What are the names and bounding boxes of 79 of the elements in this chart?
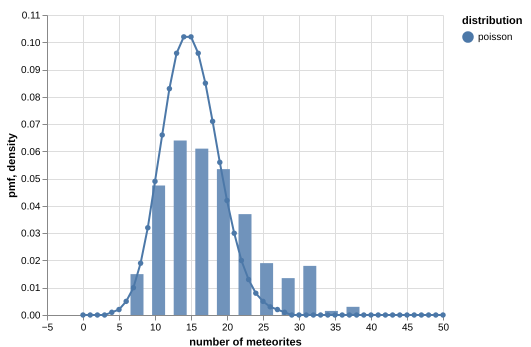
point [339, 312, 345, 318]
y-tick-label: 0.08 [21, 92, 41, 104]
point [210, 118, 216, 124]
point [202, 80, 208, 86]
y-tick-label: 0.09 [21, 65, 41, 76]
y-tick-label: 0.03 [21, 228, 41, 240]
point [318, 312, 324, 318]
point [123, 298, 129, 304]
y-tick-label: 0.11 [22, 10, 41, 22]
x-tick-label: 10 [150, 322, 162, 334]
point [102, 312, 108, 318]
point [195, 50, 201, 56]
point [238, 258, 244, 264]
point [332, 312, 338, 318]
point [375, 312, 381, 318]
point [109, 310, 115, 316]
point [282, 310, 288, 316]
y-tick-label: 0.00 [21, 310, 41, 322]
x-axis-title: number of meteorites [189, 336, 302, 347]
point [80, 312, 86, 318]
point [426, 312, 432, 318]
point [274, 306, 280, 312]
point [166, 86, 172, 92]
point [231, 230, 237, 236]
y-tick-label: 0.05 [21, 174, 41, 186]
point [181, 34, 187, 40]
point [217, 160, 223, 166]
x-tick-label: 40 [366, 322, 378, 334]
y-axis-title: pmf, density [6, 132, 18, 198]
x-tick-label: 5 [116, 322, 123, 334]
y-tick-label: 0.07 [21, 120, 41, 131]
point [397, 312, 403, 318]
point [346, 312, 352, 318]
x-tick-label: 35 [330, 322, 342, 334]
legend-title: distribution [462, 15, 523, 27]
point [188, 34, 194, 40]
point [224, 198, 230, 204]
x-tick-label: 20 [222, 322, 234, 334]
point [433, 312, 439, 318]
y-tick-label: 0.04 [21, 201, 41, 212]
point [296, 312, 302, 318]
point [267, 304, 273, 310]
point [404, 312, 410, 318]
point [145, 224, 151, 230]
point [440, 312, 446, 318]
point [411, 312, 417, 318]
point [382, 312, 388, 318]
point [94, 312, 100, 318]
point [390, 312, 396, 318]
point [138, 260, 144, 266]
y-tick-label: 0.10 [21, 38, 41, 49]
x-tick-label: −5 [42, 322, 54, 334]
point [116, 306, 122, 312]
point [87, 312, 93, 318]
point [253, 290, 259, 296]
legend-label: poisson [478, 32, 512, 43]
point [130, 284, 136, 290]
point [310, 312, 316, 318]
y-tick-label: 0.06 [21, 146, 41, 158]
point [361, 312, 367, 318]
point [325, 312, 331, 318]
x-tick-label: 15 [186, 322, 198, 334]
point [303, 312, 309, 318]
x-tick-label: 45 [402, 322, 414, 334]
point [260, 298, 266, 304]
y-tick-label: 0.01 [21, 283, 41, 294]
point [159, 132, 165, 138]
point [354, 312, 360, 318]
y-tick-label: 0.02 [21, 256, 41, 267]
point [246, 276, 252, 282]
point [418, 312, 424, 318]
x-tick-label: 0 [80, 322, 87, 334]
point [368, 312, 374, 318]
point [152, 178, 158, 184]
x-tick-label: 25 [258, 322, 270, 334]
x-tick-label: 50 [438, 322, 450, 334]
point [289, 312, 295, 318]
point [174, 50, 180, 56]
x-tick-label: 30 [294, 322, 306, 334]
